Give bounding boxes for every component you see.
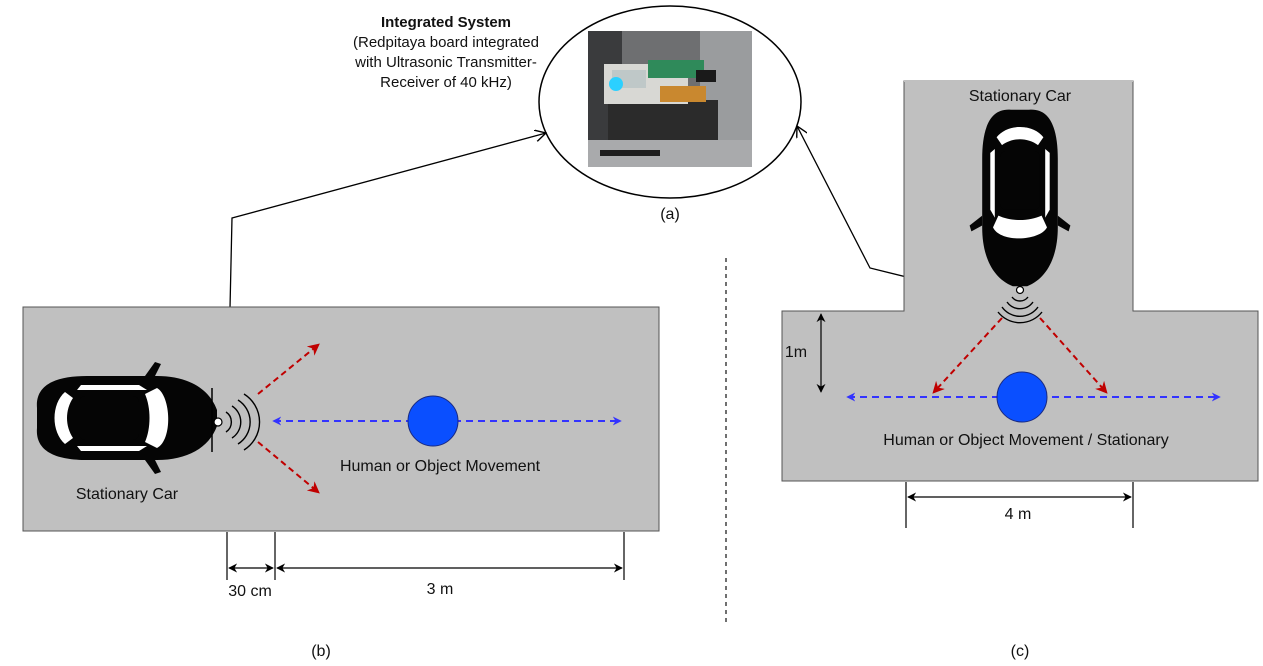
dim-range-label: 3 m (427, 581, 454, 598)
device-photo (588, 31, 752, 167)
ultrasonic-wave-icon-c (997, 296, 1043, 324)
movement-label-b: Human or Object Movement (340, 458, 541, 475)
beam-arrow-down-b (257, 441, 320, 494)
target-object-icon-b (407, 395, 459, 447)
caption-b: (b) (311, 643, 331, 660)
movement-label-c: Human or Object Movement / Stationary (883, 432, 1168, 449)
car-label-c: Stationary Car (969, 88, 1072, 105)
panel-b: Human or Object Movement Stationary Car … (22, 306, 660, 660)
integrated-system-desc-line3: Receiver of 40 kHz) (380, 74, 512, 91)
car-label-b: Stationary Car (76, 486, 179, 503)
caption-a: (a) (660, 206, 680, 223)
panel-c: Stationary Car Human or Object Movement … (781, 80, 1259, 660)
integrated-system-desc-line1: (Redpitaya board integrated (353, 34, 539, 51)
target-object-icon-c (996, 371, 1048, 423)
integrated-system-desc-line2: with Ultrasonic Transmitter- (354, 54, 537, 71)
sensor-icon-c (1015, 285, 1025, 295)
ultrasonic-wave-icon-b (225, 393, 261, 451)
integrated-system-title: Integrated System (381, 14, 511, 31)
sensor-icon-b (213, 417, 223, 427)
beam-arrow-left-c (932, 317, 1003, 394)
panel-a: Integrated System (Redpitaya board integ… (353, 5, 802, 223)
dim-gap-label: 30 cm (228, 583, 272, 600)
beam-arrow-right-c (1039, 317, 1108, 394)
dim-width-label: 4 m (1005, 506, 1032, 523)
beam-arrow-up-b (257, 343, 320, 395)
caption-c: (c) (1011, 643, 1030, 660)
dim-depth-label: 1m (785, 344, 807, 361)
